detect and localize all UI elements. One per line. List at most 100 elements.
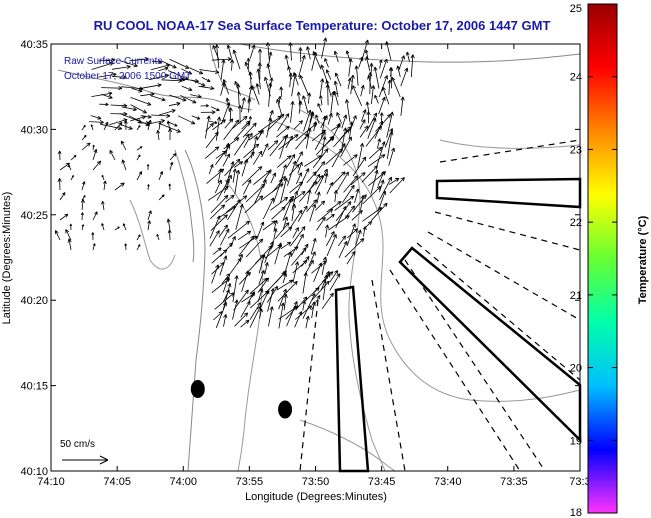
current-vector: [255, 83, 260, 95]
current-vector: [92, 243, 96, 251]
colorbar-tick-label: 23: [570, 144, 582, 156]
current-vector: [273, 219, 278, 231]
dashed-line-8: [299, 299, 319, 472]
current-vector: [168, 101, 181, 107]
x-tick-label: 73:50: [302, 476, 330, 488]
current-vector: [156, 129, 160, 141]
x-tick-label: 73:45: [368, 476, 396, 488]
current-vector: [302, 300, 306, 311]
current-vector: [386, 131, 394, 160]
current-vector: [400, 67, 409, 87]
station-marker: [190, 380, 205, 399]
current-vector: [224, 158, 241, 177]
current-vector: [299, 74, 309, 96]
current-vector: [247, 97, 252, 113]
current-vector: [147, 210, 152, 221]
current-vector: [307, 189, 312, 204]
current-vector: [208, 164, 214, 175]
current-vector: [233, 161, 244, 168]
current-vector: [65, 229, 72, 241]
y-tick-label: 40:10: [20, 466, 48, 478]
current-vector: [285, 306, 298, 320]
current-vector: [335, 205, 347, 228]
current-vector: [325, 213, 335, 221]
current-vector: [277, 113, 290, 132]
current-vector: [279, 134, 289, 159]
current-vector: [80, 199, 85, 211]
current-vector: [230, 59, 235, 71]
current-vector: [120, 140, 127, 151]
current-vector: [280, 177, 288, 203]
current-vector: [297, 205, 308, 222]
current-vector: [215, 144, 231, 166]
current-vector: [288, 164, 300, 176]
current-vector: [258, 254, 266, 274]
current-vector: [350, 115, 357, 129]
current-vector: [312, 51, 322, 70]
current-vector: [169, 153, 177, 161]
current-vector: [101, 85, 123, 91]
current-vector: [248, 71, 253, 88]
current-vector: [215, 116, 222, 141]
current-vector: [149, 95, 166, 102]
y-tick-label: 40:35: [20, 39, 48, 51]
current-vector: [269, 77, 274, 89]
current-vector: [287, 160, 297, 186]
current-vector: [232, 168, 237, 183]
current-vector: [292, 261, 299, 283]
station-marker: [278, 400, 293, 419]
current-vector: [168, 128, 173, 141]
current-vector: [360, 84, 365, 97]
current-vector: [297, 161, 303, 174]
current-vector: [69, 223, 73, 231]
current-vector: [147, 220, 151, 231]
dashed-line-5: [404, 259, 546, 472]
current-vector: [249, 302, 261, 320]
current-vector: [180, 94, 197, 104]
current-vector: [367, 117, 377, 139]
current-vector: [147, 184, 150, 191]
current-vector: [331, 143, 346, 168]
current-vector: [326, 181, 334, 195]
current-vector: [241, 166, 263, 186]
current-vector: [294, 311, 303, 328]
x-tick-label: 73:3: [569, 476, 590, 488]
current-vector: [214, 292, 235, 310]
current-vector: [324, 58, 329, 68]
current-vector: [257, 129, 264, 140]
current-vector: [306, 171, 317, 184]
current-vector: [291, 72, 297, 97]
current-vector: [158, 121, 162, 131]
current-vector: [232, 115, 248, 129]
current-vector: [354, 65, 359, 86]
current-vector: [361, 109, 367, 122]
current-vector: [277, 280, 298, 302]
x-tick-label: 74:10: [37, 476, 65, 488]
current-vector: [262, 197, 275, 220]
coastline-sandy-hook: [174, 149, 195, 263]
current-vector: [114, 226, 120, 231]
current-vector: [189, 67, 204, 75]
current-vector: [295, 122, 318, 142]
current-vector: [291, 203, 297, 222]
current-vector: [124, 243, 128, 251]
current-vector: [214, 179, 222, 194]
current-vector: [248, 291, 256, 302]
current-vector: [316, 191, 321, 204]
current-vector: [278, 302, 285, 329]
current-vector: [210, 106, 220, 112]
current-vector: [212, 247, 222, 255]
current-vector: [306, 199, 318, 213]
current-vector: [222, 283, 232, 310]
current-vector: [274, 242, 283, 265]
scale-arrow: [62, 455, 109, 465]
current-vector: [81, 124, 86, 131]
current-vector: [321, 115, 327, 140]
current-vector: [68, 164, 72, 171]
current-vector: [376, 138, 381, 149]
current-vector: [240, 97, 246, 113]
current-vector: [282, 197, 293, 221]
current-vector: [306, 46, 311, 60]
current-vector: [352, 85, 363, 107]
current-vector: [99, 102, 109, 107]
